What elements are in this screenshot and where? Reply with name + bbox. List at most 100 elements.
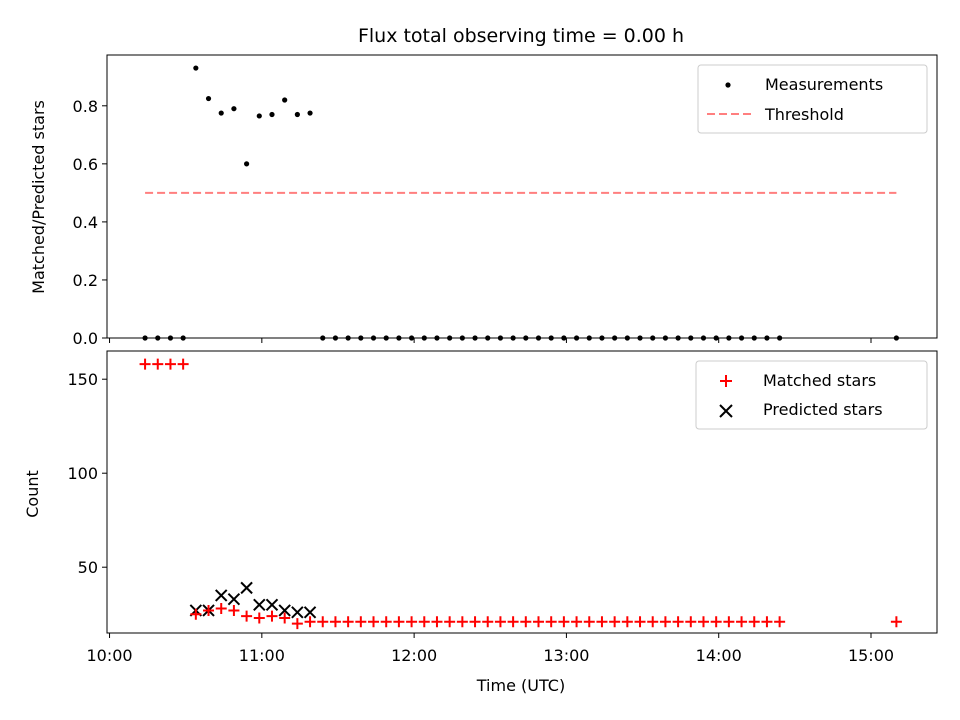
matched-star-marker: [672, 616, 684, 628]
matched-star-marker: [241, 610, 253, 622]
matched-star-marker: [139, 358, 151, 370]
predicted-star-marker: [240, 581, 253, 595]
matched-star-marker: [890, 616, 902, 628]
matched-star-marker: [406, 616, 418, 628]
matched-star-marker: [444, 616, 456, 628]
predicted-star-marker: [278, 604, 291, 617]
measurement-point: [294, 111, 300, 118]
matched-star-marker: [571, 616, 583, 628]
matched-star-marker: [482, 616, 494, 628]
matched-star-marker: [228, 604, 240, 616]
measurement-point: [256, 113, 262, 119]
matched-star-marker: [253, 612, 265, 624]
measurement-point: [244, 161, 250, 167]
matched-star-marker: [418, 616, 430, 628]
bottom-y-tick-label: 50: [78, 558, 98, 577]
measurements-legend-label: Measurements: [765, 75, 883, 94]
matched-star-marker: [380, 616, 392, 628]
matched-star-marker: [266, 610, 278, 622]
measurement-point: [282, 97, 288, 103]
x-tick-label: 12:00: [391, 646, 437, 665]
x-tick-label: 10:00: [86, 646, 132, 665]
bottom-axes-frame: [106, 350, 938, 634]
matched-star-marker: [545, 616, 557, 628]
bottom-plot-area: [139, 358, 902, 630]
matched-legend-label: Matched stars: [763, 371, 876, 390]
matched-star-marker: [520, 616, 532, 628]
top-y-tick-label: 0.6: [73, 155, 98, 174]
x-axis-label: Time (UTC): [476, 676, 565, 695]
x-tick-label: 15:00: [848, 646, 894, 665]
top-y-tick-label: 0.0: [73, 329, 98, 348]
x-tick-label: 13:00: [543, 646, 589, 665]
top-y-tick-label: 0.4: [73, 213, 98, 232]
matched-star-marker: [748, 616, 760, 628]
threshold-legend-label: Threshold: [764, 105, 844, 124]
bottom-y-axis-label: Count: [23, 470, 42, 518]
top-legend-box: [697, 64, 928, 134]
matched-star-marker: [177, 358, 189, 370]
predicted-legend-label: Predicted stars: [763, 400, 883, 419]
matched-star-marker: [659, 616, 671, 628]
measurements-legend-marker: [725, 82, 731, 88]
x-tick-label: 11:00: [239, 646, 285, 665]
matched-star-marker: [342, 616, 354, 628]
top-axes-frame: [106, 54, 938, 339]
measurement-point: [269, 111, 275, 118]
bottom-y-tick-labels: 50 100 150: [67, 370, 107, 577]
bottom-panel: 50 100 150 Count 10:00 11:00 12:00 13:00 14:00…: [23, 350, 938, 695]
top-y-tick-label: 0.8: [73, 97, 98, 116]
measurement-point: [193, 65, 199, 71]
matched-star-marker: [583, 616, 595, 628]
top-legend: Measurements Threshold: [697, 64, 928, 134]
matched-star-marker: [431, 616, 443, 628]
matched-star-marker: [164, 358, 176, 370]
measurement-point: [218, 110, 224, 116]
top-y-tick-label: 0.2: [73, 271, 98, 290]
predicted-legend-marker: [719, 404, 733, 418]
matched-star-marker: [685, 616, 697, 628]
predicted-star-marker: [253, 598, 266, 612]
bottom-legend: Matched stars Predicted stars: [695, 360, 928, 430]
chart-title: Flux total observing time = 0.00 h: [358, 25, 684, 47]
predicted-star-marker: [227, 592, 241, 606]
matched-star-marker: [596, 616, 608, 628]
matched-star-marker: [203, 604, 215, 616]
matched-legend-marker: [720, 375, 732, 387]
matched-star-marker: [507, 616, 519, 628]
predicted-star-marker: [291, 606, 304, 619]
x-tick-labels: 10:00 11:00 12:00 13:00 14:00 15:00: [86, 633, 894, 665]
matched-star-marker: [609, 616, 621, 628]
matched-star-marker: [736, 616, 748, 628]
matched-star-marker: [723, 616, 735, 628]
matched-star-marker: [647, 616, 659, 628]
matched-star-marker: [355, 616, 367, 628]
matched-star-marker: [279, 612, 291, 624]
matched-star-marker: [393, 616, 405, 628]
matched-star-marker: [634, 616, 646, 628]
matched-star-marker: [621, 616, 633, 628]
matched-star-marker: [317, 616, 329, 628]
matched-star-marker: [152, 358, 164, 370]
matched-star-marker: [329, 616, 341, 628]
top-panel: 0.00.20.40.60.8 Matched/Predicted stars …: [29, 54, 938, 348]
predicted-star-marker: [265, 598, 279, 612]
matched-star-marker: [761, 616, 773, 628]
matched-star-marker: [190, 608, 202, 620]
matched-star-marker: [291, 618, 303, 630]
matched-star-marker: [494, 616, 506, 628]
matched-star-marker: [304, 616, 316, 628]
matched-star-marker: [469, 616, 481, 628]
matched-star-marker: [774, 616, 786, 628]
matched-star-marker: [215, 603, 227, 615]
matched-star-marker: [697, 616, 709, 628]
matched-star-marker: [532, 616, 544, 628]
measurement-point: [307, 110, 313, 116]
bottom-legend-box: [695, 360, 928, 430]
predicted-star-marker: [303, 606, 317, 619]
matched-star-marker: [710, 616, 722, 628]
measurement-point: [205, 95, 212, 102]
top-y-axis-label: Matched/Predicted stars: [29, 100, 48, 294]
matched-star-marker: [456, 616, 468, 628]
